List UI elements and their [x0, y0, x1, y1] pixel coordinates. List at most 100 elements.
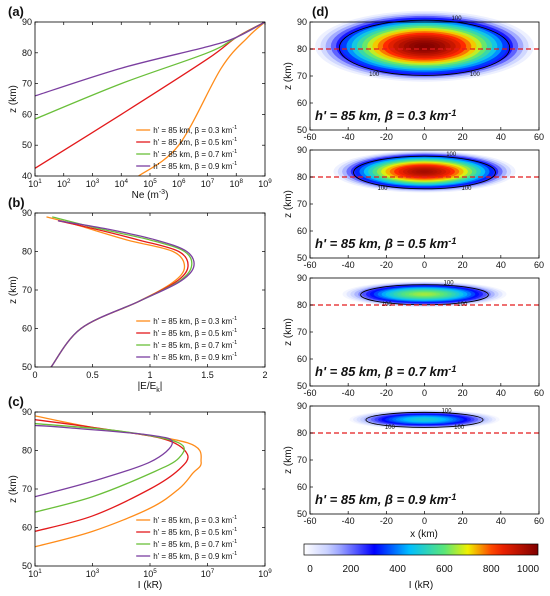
y-axis-label: z (km) [283, 62, 294, 90]
label-part: h' = 85 km, β = 0.7 km [153, 540, 232, 549]
label-part: -1 [232, 340, 237, 346]
y-axis-label: z (km) [283, 190, 294, 218]
panel-label: (b) [8, 195, 25, 210]
label-part: x (km) [410, 529, 438, 540]
x-tick-label: 0 [422, 516, 427, 526]
legend-entry-4: h' = 85 km, β = 0.9 km-1 [153, 551, 237, 561]
contour-label: 100 [461, 186, 472, 192]
y-tick-label: 90 [297, 273, 307, 283]
y-tick-label: 50 [297, 509, 307, 519]
label-part: 4 [125, 178, 129, 185]
x-tick-label: -40 [342, 388, 355, 398]
label-part: -1 [232, 539, 237, 545]
label-part: I (kR) [409, 580, 433, 591]
label-part: h' = 85 km, β = 0.7 km [153, 150, 232, 159]
contour-label: 100 [385, 425, 396, 431]
x-tick-label: 40 [496, 132, 506, 142]
y-tick-label: 60 [22, 324, 32, 334]
series-group [35, 22, 265, 176]
label-part: 3 [96, 568, 100, 575]
x-tick-label: 0 [422, 260, 427, 270]
legend-entry-1: h' = 85 km, β = 0.3 km-1 [153, 515, 237, 525]
y-tick-label: 90 [297, 401, 307, 411]
contour-label: 100 [454, 425, 465, 431]
label-part: 8 [240, 178, 244, 185]
y-tick-label: 80 [297, 44, 307, 54]
y-tick-label: 70 [297, 455, 307, 465]
x-axis-label: Ne (m-3) [132, 189, 169, 201]
y-tick-label: 80 [297, 300, 307, 310]
y-axis-label: z (km) [8, 475, 19, 503]
intensity-level [420, 419, 429, 420]
label-part: h' = 85 km, β = 0.5 km [315, 236, 449, 251]
y-axis-label: z (km) [8, 276, 19, 304]
label-part: 10 [172, 179, 182, 189]
label-part: 10 [201, 179, 211, 189]
label-part: 9 [268, 568, 272, 575]
x-tick-label: 1.5 [201, 370, 214, 380]
x-tick-label: 1 [147, 370, 152, 380]
label-part: 5 [153, 568, 157, 575]
label-part: -1 [232, 149, 237, 155]
y-tick-label: 60 [297, 482, 307, 492]
x-tick-label: -40 [342, 516, 355, 526]
x-tick-label: 20 [458, 260, 468, 270]
legend-entry-3: h' = 85 km, β = 0.7 km-1 [153, 340, 237, 350]
y-tick-label: 60 [297, 354, 307, 364]
series-line-4 [35, 424, 174, 498]
label-part: -1 [232, 527, 237, 533]
panel-label: (c) [8, 394, 24, 409]
contour-100 [353, 155, 496, 190]
y-tick-label: 50 [297, 253, 307, 263]
x-tick-label: 0 [422, 388, 427, 398]
label-part: 2 [67, 178, 71, 185]
y-tick-label: 70 [22, 79, 32, 89]
label-part: -1 [232, 352, 237, 358]
y-tick-label: 80 [297, 428, 307, 438]
label-part: h' = 85 km, β = 0.3 km [153, 516, 232, 525]
label-part: z (km) [283, 190, 294, 218]
subpanel-label: h' = 85 km, β = 0.9 km-1 [315, 492, 456, 507]
y-tick-label: 80 [22, 446, 32, 456]
series-line-1 [138, 22, 265, 176]
label-part: ) [165, 190, 168, 201]
label-part: -1 [232, 328, 237, 334]
contour-label: 100 [470, 72, 481, 78]
label-part: z (km) [8, 475, 19, 503]
x-tick-label: 60 [534, 516, 544, 526]
legend-entry-2: h' = 85 km, β = 0.5 km-1 [153, 527, 237, 537]
legend-entry-1: h' = 85 km, β = 0.3 km-1 [153, 125, 237, 135]
x-tick-label: -20 [380, 132, 393, 142]
colorbar-label: I (kR) [409, 580, 433, 591]
x-axis-label: I (kR) [138, 580, 162, 591]
legend-entry-3: h' = 85 km, β = 0.7 km-1 [153, 539, 237, 549]
label-part: -1 [448, 492, 456, 502]
colorbar-tick-label: 200 [342, 564, 359, 575]
contour-100 [338, 19, 511, 76]
label-part: h' = 85 km, β = 0.3 km [153, 126, 232, 135]
y-tick-label: 50 [22, 362, 32, 372]
contour-label: 100 [444, 281, 455, 287]
label-part: -1 [232, 551, 237, 557]
y-tick-label: 90 [22, 17, 32, 27]
x-tick-label: 108 [229, 178, 243, 189]
contour-100 [365, 411, 484, 428]
label-part: k [156, 387, 160, 394]
y-tick-label: 50 [297, 125, 307, 135]
y-axis-label: z (km) [283, 318, 294, 346]
label-part: 9 [268, 178, 272, 185]
legend-entry-2: h' = 85 km, β = 0.5 km-1 [153, 328, 237, 338]
label-part: -1 [232, 161, 237, 167]
label-part: 10 [201, 569, 211, 579]
x-tick-label: 0.5 [86, 370, 99, 380]
x-axis-label: |E/Ek| [138, 381, 163, 394]
x-tick-label: 101 [28, 178, 42, 189]
panel-b: 50 60 70 80 90 0 0.5 1 1.5 2 |E/Ek| z (km) (b) h' = 8… [8, 195, 268, 394]
colorbar-tick-label: 400 [389, 564, 406, 575]
x-tick-label: 0 [422, 132, 427, 142]
label-part: 10 [143, 569, 153, 579]
x-tick-label: 60 [534, 388, 544, 398]
y-axis-label: z (km) [283, 446, 294, 474]
legend: h' = 85 km, β = 0.3 km-1h' = 85 km, β = … [136, 316, 237, 362]
label-part: 10 [28, 569, 38, 579]
